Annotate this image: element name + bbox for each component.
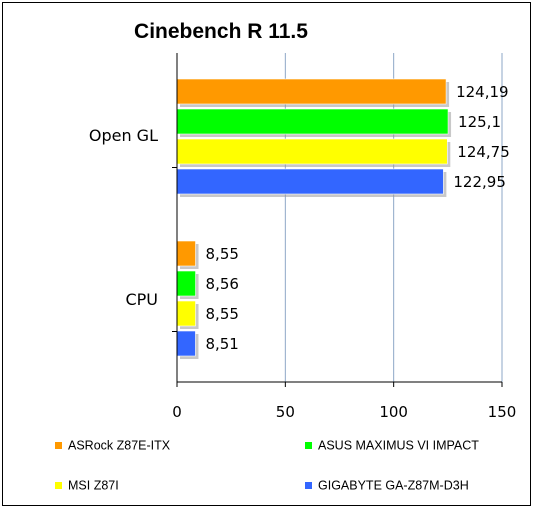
category-label: CPU: [125, 290, 158, 309]
data-label: 8,51: [205, 335, 238, 353]
data-label: 8,56: [206, 275, 239, 293]
data-label: 122,95: [453, 173, 506, 191]
bar-cpu-0: [176, 240, 196, 267]
legend-swatch: [55, 442, 62, 449]
legend-label: GIGABYTE GA-Z87M-D3H: [318, 479, 469, 493]
legend-swatch: [305, 482, 312, 489]
category-label: Open GL: [89, 126, 158, 145]
data-label: 8,55: [206, 245, 239, 263]
data-label: 8,55: [206, 305, 239, 323]
bar-cpu-3: [176, 330, 196, 357]
legend-swatch: [305, 442, 312, 449]
legend-swatch: [55, 482, 62, 489]
bar-open-gl-3: [176, 168, 444, 195]
x-tick-label: 150: [488, 403, 517, 421]
data-label: 124,19: [456, 83, 509, 101]
bar-cpu-1: [176, 270, 196, 297]
legend-label: MSI Z87I: [68, 479, 119, 493]
legend-label: ASUS MAXIMUS VI IMPACT: [318, 439, 479, 453]
data-label: 124,75: [457, 143, 510, 161]
data-label: 125,1: [458, 113, 501, 131]
bar-cpu-2: [176, 300, 196, 327]
bar-chart: Cinebench R 11.5 124,19 125,1 124,75 122,95…: [55, 20, 517, 493]
bar-open-gl-0: [176, 78, 447, 105]
legend-label: ASRock Z87E-ITX: [68, 439, 171, 453]
x-tick-label: 100: [379, 403, 408, 421]
chart-title: Cinebench R 11.5: [134, 20, 308, 43]
bar-open-gl-1: [176, 108, 449, 135]
bar-open-gl-2: [176, 138, 448, 165]
x-tick-label: 0: [172, 403, 182, 421]
x-tick-label: 50: [276, 403, 295, 421]
